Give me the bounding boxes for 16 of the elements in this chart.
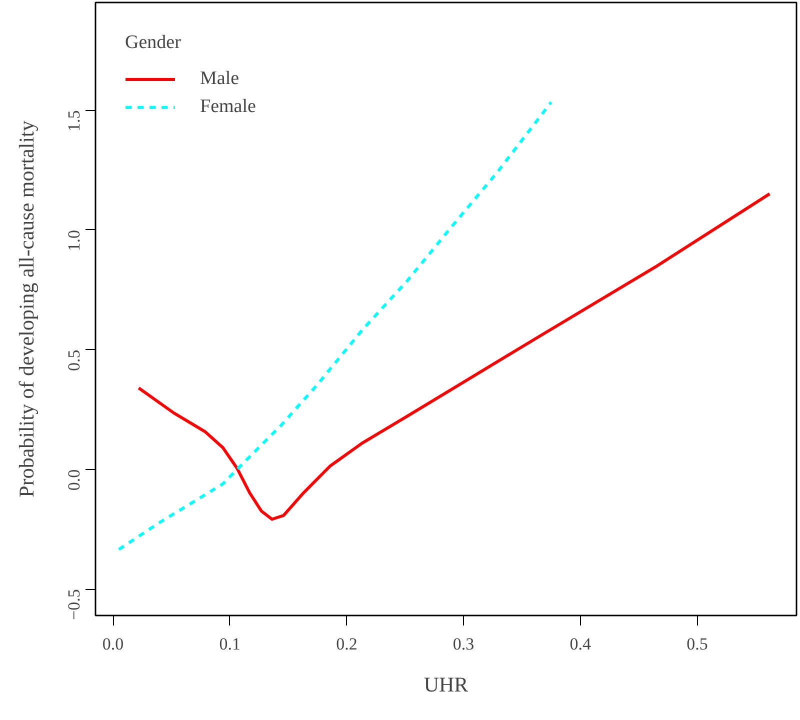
- y-axis-title: Probability of developing all-cause mortality: [14, 120, 38, 498]
- x-tick-label: 0.5: [686, 634, 708, 654]
- y-tick-label: −0.5: [64, 589, 84, 620]
- y-tick-label: 0.5: [64, 350, 84, 371]
- x-tick-label: 0.4: [570, 634, 592, 654]
- legend-label: Female: [200, 96, 256, 118]
- legend-label: Male: [200, 68, 240, 90]
- y-tick-label: 0.0: [64, 469, 84, 491]
- y-tick-label: 1.5: [64, 110, 84, 132]
- x-axis-title: UHR: [424, 672, 468, 696]
- legend-title: Gender: [125, 32, 182, 54]
- x-tick-label: 0.3: [452, 634, 474, 654]
- y-tick-label: 1.0: [64, 230, 84, 252]
- x-tick-label: 0.1: [219, 634, 240, 654]
- x-tick-label: 0.2: [336, 634, 358, 654]
- x-tick-label: 0.0: [102, 634, 124, 654]
